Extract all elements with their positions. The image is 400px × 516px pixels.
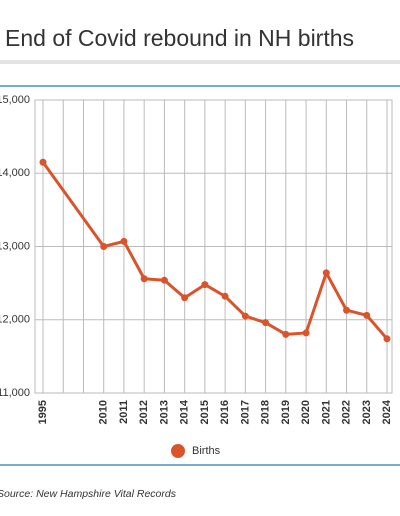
- point: [39, 158, 47, 166]
- line-segment: [122, 240, 146, 280]
- point: [221, 292, 229, 300]
- point: [383, 335, 391, 343]
- x-tick-label: 2022: [341, 400, 353, 424]
- x-tick-label: 2017: [239, 400, 251, 424]
- x-tick-label: 2015: [199, 400, 211, 424]
- line-segment: [304, 272, 328, 334]
- x-tick-label: 2011: [118, 400, 130, 424]
- line-segment: [183, 283, 206, 300]
- point: [160, 276, 168, 284]
- point: [302, 329, 310, 337]
- point: [282, 330, 290, 338]
- point: [241, 312, 249, 320]
- title-rule: [0, 60, 400, 64]
- line-segment: [264, 321, 287, 336]
- line-segment: [204, 283, 226, 298]
- x-tick-label: 2021: [320, 400, 332, 424]
- line-segment: [41, 161, 105, 248]
- x-tick-label: 2018: [260, 400, 272, 424]
- y-tick-label: 15,000: [0, 94, 30, 106]
- legend-swatch: [171, 444, 185, 458]
- line-segment: [324, 272, 348, 311]
- x-tick-label: 1995: [37, 400, 49, 424]
- point: [322, 269, 330, 277]
- point: [343, 306, 351, 314]
- source: Source: New Hampshire Vital Records: [0, 488, 177, 500]
- x-tick-label: 2020: [300, 400, 312, 424]
- x-tick-label: 2010: [98, 400, 110, 424]
- x-tick-label: 2016: [219, 400, 231, 424]
- point: [201, 281, 209, 289]
- point: [363, 311, 371, 319]
- x-tick-label: 2013: [158, 400, 170, 424]
- y-tick-label: 12,000: [0, 314, 30, 326]
- x-tick-label: 2023: [361, 400, 373, 424]
- line-segment: [365, 314, 389, 340]
- chart-title: End of Covid rebound in NH births: [5, 25, 354, 51]
- point: [262, 319, 270, 327]
- point: [100, 243, 108, 250]
- y-tick-label: 11,000: [0, 387, 30, 399]
- x-tick-label: 2024: [381, 399, 393, 424]
- x-tick-label: 2012: [138, 400, 150, 424]
- point: [140, 275, 148, 283]
- line-segment: [224, 295, 247, 318]
- point: [181, 294, 189, 302]
- legend-label: Births: [192, 445, 221, 457]
- line-segment: [244, 314, 267, 325]
- point: [120, 237, 128, 245]
- line-segment: [163, 279, 186, 299]
- y-tick-label: 14,000: [0, 167, 30, 179]
- x-tick-label: 2014: [179, 399, 191, 424]
- x-tick-label: 2019: [280, 400, 292, 424]
- y-tick-label: 13,000: [0, 240, 30, 252]
